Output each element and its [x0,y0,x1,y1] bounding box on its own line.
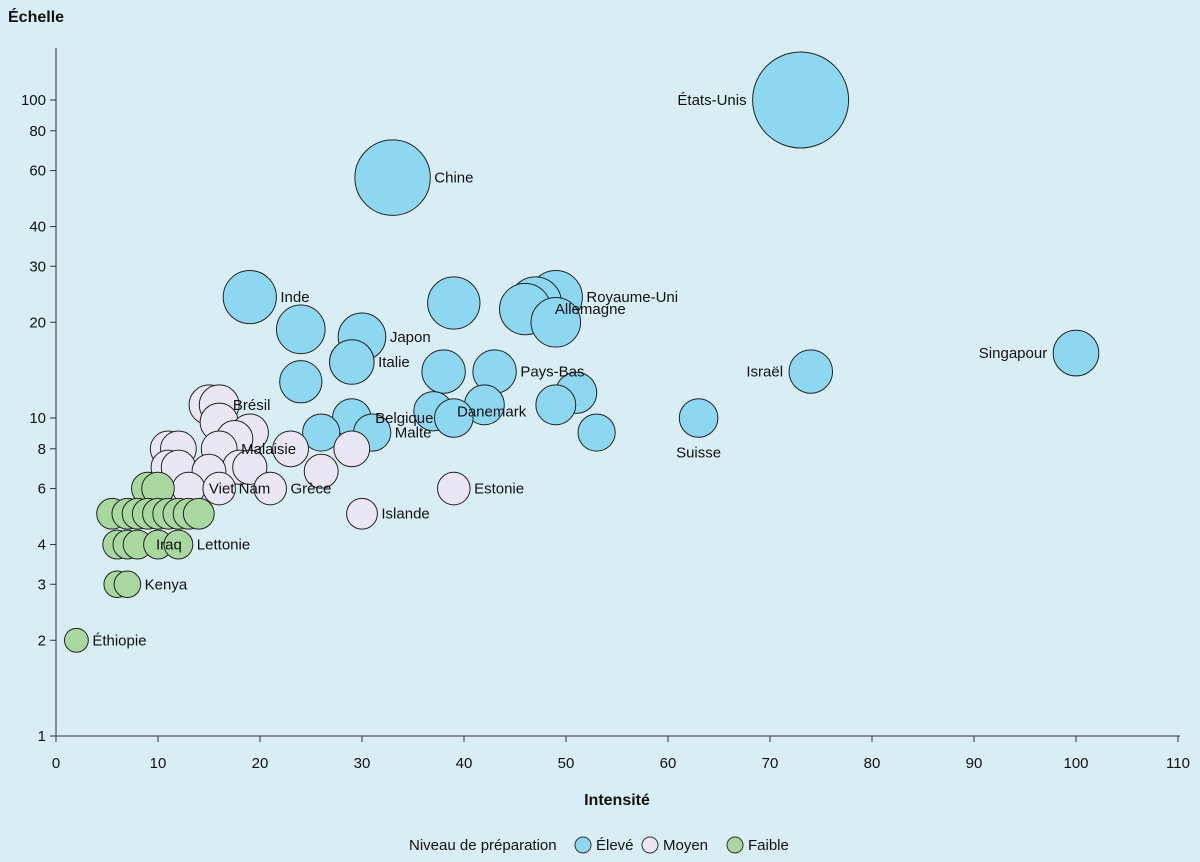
bubble-high [577,413,616,452]
point-label: Chine [434,170,473,187]
label-layer: États-Unis Chine Singapour Israël Suisse Roya… [92,92,1047,649]
point-label: Éthiopie [92,632,146,649]
bubble-high [535,384,577,426]
legend-label-mid: Moyen [663,837,708,854]
point-label: Brésil [233,397,271,414]
x-tick-label: 70 [762,755,779,772]
point-label: Pays-Bas [520,364,584,381]
bubble-high [678,398,719,438]
y-axis-title: Échelle [8,7,64,26]
point-label: Royaume-Uni [586,289,678,306]
y-tick-label: 20 [29,314,46,331]
legend-swatch-low [726,836,744,854]
y-tick-label: 6 [38,481,46,498]
y-tick-label: 40 [29,219,46,236]
x-tick-label: 30 [354,755,371,772]
x-tick-label: 110 [1166,755,1190,772]
y-tick-label: 100 [21,92,46,109]
point-label: Kenya [145,576,188,593]
x-axis-title: Intensité [584,792,650,809]
legend-swatch-high [574,836,592,854]
bubble-layer [63,51,1100,653]
x-tick-label: 80 [864,755,881,772]
bubble-high [427,276,481,330]
point-label: Malte [395,425,432,442]
bubble-mid [437,471,471,506]
point-label: Malaisie [241,441,296,458]
y-tick-label: 8 [38,441,46,458]
bubble-high [752,51,850,149]
x-tick-label: 90 [966,755,983,772]
bubble-high [275,304,326,355]
bubble-low [113,570,142,599]
point-label: Danemark [457,403,527,420]
bubble-mid [253,471,287,506]
point-label: Belgique [375,410,433,427]
bubble-mid [272,430,309,468]
point-label: Viet Nam [209,481,270,498]
x-tick-label: 100 [1063,755,1088,772]
y-tick-label: 10 [29,410,46,427]
bubble-high [1052,329,1100,377]
point-label: Grèce [290,481,331,498]
bubble-low [63,627,89,653]
point-label: Allemagne [555,301,626,318]
point-label: Suisse [676,444,721,461]
x-axis-ticks: 0 10 20 30 40 50 60 70 80 90 100 110 [52,736,1190,772]
legend-label-high: Élevé [596,837,634,854]
y-tick-label: 80 [29,123,46,140]
bubble-high [530,296,582,348]
bubble-high [302,413,341,452]
x-tick-label: 10 [150,755,167,772]
point-label: Inde [280,289,309,306]
point-label: Iraq [156,537,182,554]
y-tick-label: 30 [29,258,46,275]
point-label: Estonie [474,481,524,498]
x-tick-label: 20 [252,755,269,772]
x-tick-label: 40 [456,755,473,772]
legend-label-low: Faible [748,837,789,854]
y-tick-label: 3 [38,576,46,593]
bubble-high [434,398,474,438]
legend-title: Niveau de préparation [409,837,557,854]
bubble-mid [232,449,268,485]
y-tick-label: 2 [38,632,46,649]
point-label: Singapour [979,345,1047,362]
bubble-high [329,339,375,385]
bubble-low [163,529,194,560]
x-tick-label: 50 [558,755,575,772]
bubble-low [182,497,215,530]
bubble-high [421,349,466,394]
point-label: Islande [381,506,429,523]
bubble-mid [202,471,236,506]
y-tick-label: 1 [38,728,46,745]
bubble-high [788,349,834,394]
bubble-mid [303,453,339,489]
bubble-mid [346,497,378,530]
point-label: Italie [378,354,410,371]
x-tick-label: 0 [52,755,60,772]
point-label: Japon [390,329,431,346]
y-tick-label: 4 [38,537,46,554]
point-label: États-Unis [677,92,746,109]
legend-swatch-mid [641,836,659,854]
legend: Niveau de préparation Élevé Moyen Faible [409,836,789,854]
point-label: Israël [746,364,783,381]
bubble-high [354,139,431,216]
point-label: Lettonie [197,537,250,554]
y-tick-label: 60 [29,163,46,180]
bubble-high [279,360,323,404]
bubble-mid [333,430,371,468]
y-axis-ticks: 1 2 3 4 6 8 10 20 30 40 60 80 100 [21,92,56,745]
x-tick-label: 60 [660,755,677,772]
bubble-high [222,270,277,325]
